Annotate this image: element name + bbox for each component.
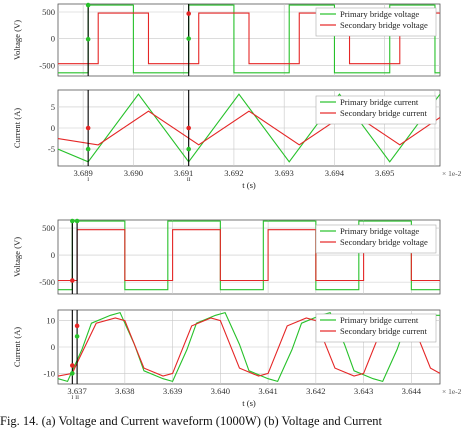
time-marker-dot <box>186 36 191 41</box>
x-tick-label: 3.639 <box>163 386 182 396</box>
series-line-primary <box>58 93 440 163</box>
figure-caption: Fig. 14. (a) Voltage and Current wavefor… <box>0 414 382 428</box>
x-tick-label: 3.690 <box>124 168 143 178</box>
y-tick-label: 0 <box>51 123 55 133</box>
time-marker-dot <box>186 11 191 16</box>
time-marker-label: I <box>87 177 89 183</box>
time-marker-dot <box>70 371 75 376</box>
time-marker-dot <box>85 125 91 131</box>
time-marker-dot <box>70 363 75 368</box>
series-group <box>58 4 440 74</box>
time-marker-dot <box>74 218 80 224</box>
legend-entry: Primary bridge voltage <box>340 9 419 19</box>
legend-box <box>315 313 437 343</box>
time-marker-dot <box>186 125 191 131</box>
time-marker-dot <box>85 2 91 8</box>
x-tick-label: 3.644 <box>402 386 422 396</box>
y-tick-label: -5 <box>48 144 55 154</box>
legend-entry: Secondary bridge current <box>340 326 427 336</box>
y-tick-label: 500 <box>42 223 55 233</box>
chart-panel-b-current: 3.637 3.638 3.639 3.640 3.641 3.642 3.643 3.644… <box>12 309 462 408</box>
y-tick-label: -500 <box>39 60 55 70</box>
time-marker-dot <box>70 218 75 224</box>
y-axis-label: Current (A) <box>12 108 22 148</box>
time-marker-dot <box>74 334 80 339</box>
legend-entry: Secondary bridge voltage <box>340 237 428 247</box>
x-tick-label: 3.640 <box>211 386 230 396</box>
legend-entry: Primary bridge voltage <box>340 226 419 236</box>
series-line-secondary <box>58 12 440 65</box>
legend-box <box>315 7 437 37</box>
y-tick-label: -10 <box>44 368 55 378</box>
series-line-secondary <box>58 110 440 146</box>
x-tick-label: 3.641 <box>258 386 277 396</box>
legend-entry: Secondary bridge voltage <box>340 20 428 30</box>
time-marker-dot <box>85 36 91 42</box>
x-axis-label: t (s) <box>242 398 256 408</box>
series-group <box>58 93 440 163</box>
time-marker-label: II <box>75 395 79 401</box>
x-tick-label: 3.637 <box>67 386 87 396</box>
series-line-primary <box>58 311 440 383</box>
y-tick-label: -500 <box>39 277 55 287</box>
x-tick-label: 3.638 <box>115 386 134 396</box>
y-tick-label: 5 <box>51 102 55 112</box>
x-tick-label: 3.642 <box>306 386 325 396</box>
time-marker-dot <box>85 146 91 152</box>
x-tick-label: 3.692 <box>224 168 243 178</box>
x-tick-label: 3.689 <box>73 168 92 178</box>
time-marker-dot <box>74 323 80 329</box>
y-axis-label: Voltage (V) <box>12 20 22 60</box>
time-marker-label: I <box>71 395 73 401</box>
x-tick-label: 3.643 <box>354 386 373 396</box>
legend-entry: Primary bridge current <box>340 97 419 107</box>
time-marker-label: II <box>187 177 191 183</box>
chart-panel-b-voltage: -500 0 500 Voltage (V) Primary bridge voltag… <box>12 218 441 295</box>
legend-box <box>315 95 437 125</box>
x-exponent-label: × 1e-2 <box>442 169 462 178</box>
time-marker-dot <box>186 146 191 152</box>
y-axis-label: Current (A) <box>12 327 22 367</box>
y-tick-label: 500 <box>42 7 55 17</box>
x-tick-label: 3.691 <box>174 168 193 178</box>
x-tick-label: 3.694 <box>325 168 345 178</box>
legend-box <box>315 224 437 254</box>
chart-panel-a-voltage: -500 0 500 Voltage (V) Primary bridge voltag… <box>12 2 441 77</box>
y-axis-label: Voltage (V) <box>12 237 22 277</box>
y-tick-label: 0 <box>51 342 55 352</box>
y-tick-label: 0 <box>51 250 55 260</box>
x-axis-label: t (s) <box>242 180 256 190</box>
y-tick-label: 0 <box>51 34 55 44</box>
chart-panel-a-current: 3.689 3.690 3.691 3.692 3.693 3.694 3.695 -5 0 5 C… <box>12 89 462 190</box>
x-exponent-label: × 1e-2 <box>442 387 462 396</box>
series-line-primary <box>58 220 440 291</box>
x-tick-label: 3.695 <box>375 168 394 178</box>
legend-entry: Secondary bridge current <box>340 108 427 118</box>
series-line-primary <box>58 4 440 74</box>
time-marker-dot <box>70 278 75 283</box>
x-tick-label: 3.693 <box>275 168 294 178</box>
y-tick-label: 10 <box>46 316 55 326</box>
legend-entry: Primary bridge current <box>340 315 419 325</box>
